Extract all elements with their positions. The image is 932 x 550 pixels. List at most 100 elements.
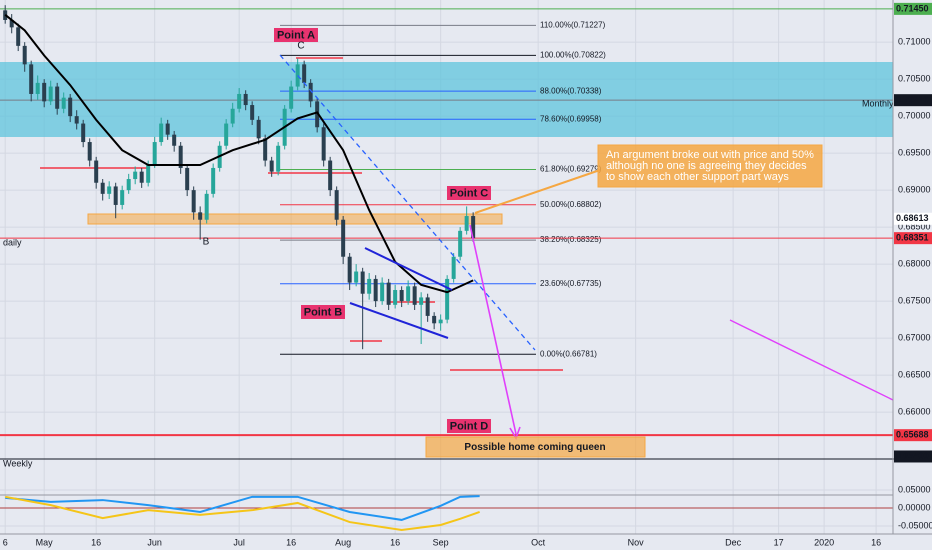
candle-body xyxy=(256,119,261,139)
x-tick-label: 16 xyxy=(871,537,881,547)
point-d: Point D xyxy=(450,420,489,432)
fib-label: 50.00%(0.68802) xyxy=(540,200,602,209)
candle-body xyxy=(269,160,274,172)
candle-body xyxy=(432,315,437,324)
fib-label: 88.00%(0.70338) xyxy=(540,86,602,95)
candle-body xyxy=(263,138,268,161)
osc-line xyxy=(5,495,480,521)
x-tick-label: 17 xyxy=(774,537,784,547)
channel-line xyxy=(349,302,449,339)
candle-body xyxy=(55,86,60,109)
y-tick-label: 0.71000 xyxy=(898,37,931,47)
price-label-box xyxy=(894,429,932,442)
candle-body xyxy=(399,290,404,302)
x-tick-label: Dec xyxy=(725,537,742,547)
x-tick-label: 6 xyxy=(3,537,8,547)
candle-body xyxy=(360,271,365,294)
candle-body xyxy=(250,105,255,120)
candle-body xyxy=(224,123,229,146)
osc-line xyxy=(5,495,480,532)
candle-body xyxy=(406,286,411,302)
oscillator: 0.05000 0.00000 -0.05000 xyxy=(0,484,932,532)
candle-body xyxy=(302,64,307,83)
candle-body xyxy=(373,278,378,302)
x-tick-label: Jun xyxy=(147,537,162,547)
y-tick-label: 0.70500 xyxy=(898,74,931,84)
candle-body xyxy=(243,93,248,106)
y-tick-label: 0.68500 xyxy=(898,222,931,232)
candle-body xyxy=(126,179,131,191)
candle-body xyxy=(120,190,125,205)
callout-line: An argument broke out with price and 50% xyxy=(606,149,814,161)
trendline-pink xyxy=(729,319,894,401)
candle-body xyxy=(471,216,476,239)
fib-label: 100.00%(0.70822) xyxy=(540,50,606,59)
osc-tick-label: -0.05000 xyxy=(898,520,932,530)
callout-pointer xyxy=(474,169,601,214)
candle-body xyxy=(100,182,105,194)
price-lines xyxy=(0,8,893,437)
candle-body xyxy=(139,171,144,183)
candle-body xyxy=(16,27,21,46)
y-tick-label: 0.67500 xyxy=(898,295,931,305)
candle-body xyxy=(386,282,391,305)
price-label: 0.68351 xyxy=(896,233,929,243)
y-tick-label: 0.66000 xyxy=(898,406,931,416)
x-tick-label: May xyxy=(36,537,54,547)
candle-body xyxy=(68,97,73,117)
price-label-box xyxy=(894,2,932,15)
candle-body xyxy=(94,160,99,183)
candle-body xyxy=(341,219,346,257)
candle-body xyxy=(321,127,326,161)
y-tick-label: 0.68000 xyxy=(898,258,931,268)
candle-body xyxy=(35,82,40,94)
monthly-label: Monthly xyxy=(862,98,894,108)
point-b-box xyxy=(301,305,345,319)
label-b: B xyxy=(203,237,210,248)
candle-body xyxy=(178,145,183,168)
x-tick-label: Sep xyxy=(433,537,449,547)
candle-body xyxy=(22,45,27,65)
candle-body xyxy=(87,142,92,161)
candle-body xyxy=(367,278,372,294)
price-label-box xyxy=(894,232,932,245)
candle-body xyxy=(289,86,294,109)
price-label: 0.68613 xyxy=(896,213,929,223)
price-label: 0.70216 xyxy=(896,95,929,105)
candle-body xyxy=(393,290,398,305)
candle-body xyxy=(159,123,164,143)
candle-body xyxy=(458,230,463,257)
candle-body xyxy=(165,123,170,135)
candle-body xyxy=(412,286,417,305)
callout-box xyxy=(597,144,823,188)
candle-body xyxy=(29,64,34,94)
candle-body xyxy=(328,160,333,191)
candle-body xyxy=(354,271,359,283)
y-tick-label: 0.69000 xyxy=(898,185,931,195)
candle-body xyxy=(445,278,450,320)
candle-body xyxy=(113,186,118,205)
osc-tick-label: 0.00000 xyxy=(898,502,931,512)
point-a: Point A xyxy=(277,29,315,41)
candle-body xyxy=(464,216,469,231)
price-label: 0.65688 xyxy=(896,430,929,440)
candle-body xyxy=(380,282,385,302)
projection-arrow xyxy=(469,224,517,435)
candles xyxy=(3,5,476,350)
label-c: C xyxy=(297,41,304,52)
candle-body xyxy=(191,190,196,213)
daily-label: daily xyxy=(3,237,22,247)
channel-line xyxy=(364,247,453,291)
x-tick-label: Jul xyxy=(233,537,245,547)
candle-body xyxy=(133,171,138,180)
point-c: Point C xyxy=(450,187,489,199)
candle-body xyxy=(48,86,53,102)
fib-label: 110.00%(0.71227) xyxy=(540,20,606,29)
callout-line: to show each other support part ways xyxy=(606,171,789,183)
candle-body xyxy=(347,256,352,283)
point-c-box xyxy=(447,186,491,200)
y-tick-label: 0.70000 xyxy=(898,111,931,121)
candle-body xyxy=(438,319,443,324)
weekly-label: Weekly xyxy=(3,458,33,468)
